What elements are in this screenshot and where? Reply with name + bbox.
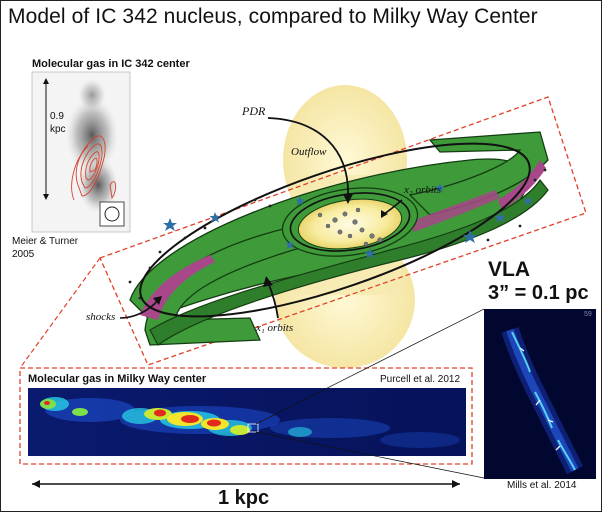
ic342-scale-value: 0.9 xyxy=(50,111,64,122)
vla-credit: Mills et al. 2014 xyxy=(507,480,577,491)
shocks-arrow xyxy=(119,296,162,319)
small-black-stars xyxy=(128,168,547,300)
pdr-arrow xyxy=(267,117,353,204)
ic342-scale-unit: kpc xyxy=(50,124,66,135)
x2-orbits-label: x₂ orbits xyxy=(404,184,442,196)
kpc-scale-label: 1 kpc xyxy=(218,487,270,509)
vla-label: VLA xyxy=(488,258,530,281)
milky-way-map xyxy=(28,388,466,456)
shocks-label: shocks xyxy=(86,311,116,323)
milky-way-dashed-box xyxy=(19,367,473,465)
x2-arrow xyxy=(381,199,403,218)
scattered-stars xyxy=(163,183,533,259)
central-star-cluster xyxy=(317,207,383,247)
model-dashed-box xyxy=(99,96,587,366)
outflow-label: Outflow xyxy=(291,146,327,158)
x1-arrow xyxy=(263,276,279,319)
ic342-inset-panel xyxy=(31,71,131,233)
ic342-credit-line1: Meier & Turner xyxy=(12,236,79,247)
vla-resolution: 3” = 0.1 pc xyxy=(488,282,589,304)
x1-orbits-label: x₁ orbits xyxy=(256,322,294,334)
connector-line-2 xyxy=(19,257,101,369)
zoom-line-bottom xyxy=(255,431,485,479)
milky-way-credit: Purcell et al. 2012 xyxy=(380,374,461,385)
figure-title: Model of IC 342 nucleus, compared to Mil… xyxy=(8,5,538,28)
ic342-inset-title: Molecular gas in IC 342 center xyxy=(32,58,190,70)
bar-ring-structure xyxy=(129,131,549,346)
vla-panel-number: 59 xyxy=(584,311,592,318)
kpc-scale-bar xyxy=(32,480,460,488)
vla-image-panel xyxy=(484,309,596,479)
pdr-label: PDR xyxy=(242,104,266,118)
ic342-credit-line2: 2005 xyxy=(12,249,35,260)
zoom-line-top xyxy=(255,308,485,425)
milky-way-inset-title: Molecular gas in Milky Way center xyxy=(28,373,207,385)
